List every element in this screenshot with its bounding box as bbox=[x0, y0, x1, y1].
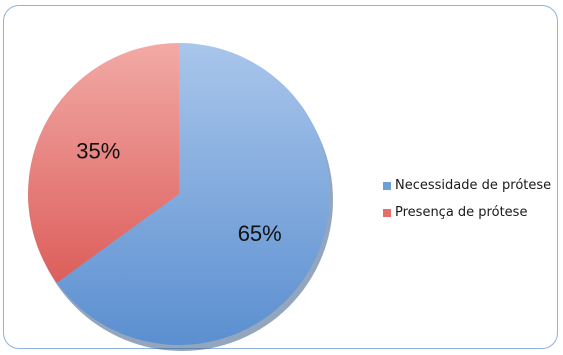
legend: Necessidade de prótese Presença de próte… bbox=[383, 176, 551, 230]
legend-label-presenca: Presença de prótese bbox=[395, 205, 528, 220]
pie-slice-0 bbox=[56, 43, 331, 346]
pie-slice-1 bbox=[27, 43, 179, 283]
pie-slices bbox=[27, 43, 331, 346]
legend-item-presenca: Presença de prótese bbox=[383, 203, 551, 222]
legend-label-necessidade: Necessidade de prótese bbox=[395, 178, 552, 193]
legend-item-necessidade: Necessidade de prótese bbox=[383, 176, 551, 195]
legend-swatch-necessidade bbox=[383, 181, 391, 190]
pie-data-labels: 65% 35% bbox=[76, 139, 281, 246]
legend-swatch-presenca bbox=[383, 208, 391, 217]
pie-data-label-0: 65% bbox=[238, 221, 282, 246]
pie-data-label-1: 35% bbox=[76, 139, 120, 164]
